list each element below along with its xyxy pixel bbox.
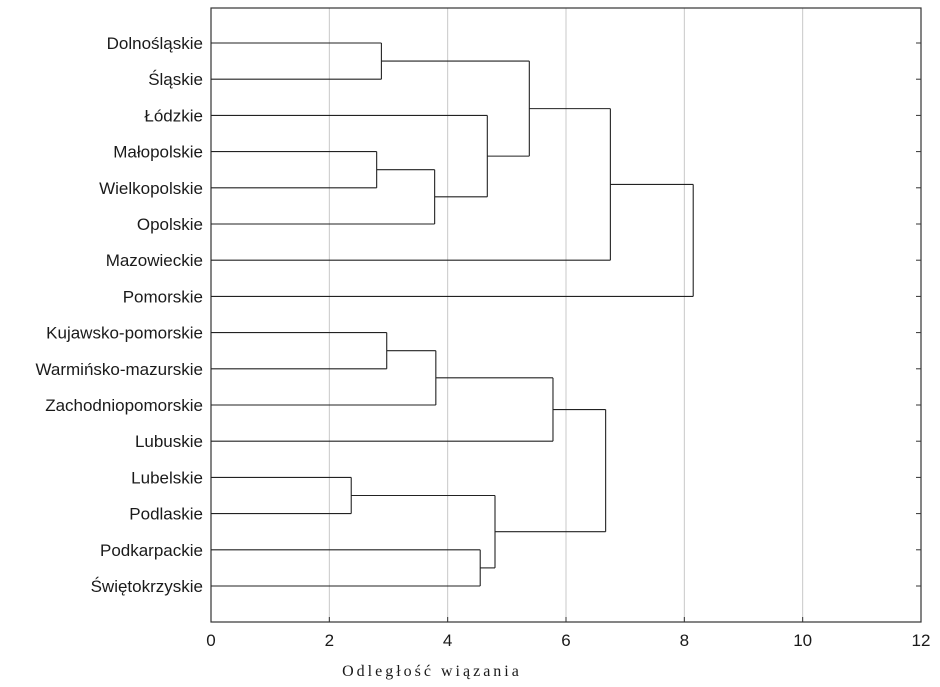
leaf-label-5: Opolskie: [137, 215, 203, 234]
x-tick-label-5: 10: [793, 631, 812, 650]
x-tick-label-4: 8: [680, 631, 689, 650]
leaf-label-7: Pomorskie: [123, 287, 203, 306]
dendrogram-links: [211, 42, 694, 587]
x-tick-label-2: 4: [443, 631, 452, 650]
leaf-label-8: Kujawsko-pomorskie: [46, 324, 203, 343]
leaf-label-0: Dolnośląskie: [107, 34, 203, 53]
dendrogram-link-2: [211, 169, 436, 225]
x-axis-title: Odległość wiązania: [342, 663, 522, 680]
leaf-label-15: Świętokrzyskie: [91, 577, 203, 596]
leaf-label-1: Śląskie: [148, 70, 203, 89]
x-tick-label-3: 6: [561, 631, 570, 650]
x-tick-label-6: 12: [912, 631, 931, 650]
leaf-label-10: Zachodniopomorskie: [45, 396, 203, 415]
dendrogram-link-10: [211, 476, 352, 515]
leaf-label-13: Podlaskie: [129, 505, 203, 524]
dendrogram-link-4: [381, 60, 530, 157]
x-tick-label-0: 0: [206, 631, 215, 650]
leaf-labels: Dolnośląskie Śląskie Łódzkie Małopolskie Wie…: [35, 34, 203, 596]
dendrogram-link-13: [495, 408, 607, 533]
leaf-label-11: Lubuskie: [135, 432, 203, 451]
leaf-label-9: Warmińsko-mazurskie: [35, 360, 203, 379]
dendrogram-link-11: [211, 549, 481, 587]
leaf-label-14: Podkarpackie: [100, 541, 203, 560]
dendrogram-link-6: [211, 183, 694, 297]
leaf-label-12: Lubelskie: [131, 468, 203, 487]
dendrogram-link-9: [211, 377, 554, 442]
grid-lines: [328, 8, 804, 622]
dendrogram-link-7: [211, 332, 388, 370]
dendrogram-link-3: [211, 114, 488, 198]
leaf-label-2: Łódzkie: [144, 106, 203, 125]
leaf-label-6: Mazowieckie: [106, 251, 203, 270]
dendrogram-link-5: [211, 108, 611, 261]
leaf-label-3: Małopolskie: [113, 143, 203, 162]
x-tick-labels: 0 2 4 6 8 10 12: [206, 631, 930, 650]
leaf-label-4: Wielkopolskie: [99, 179, 203, 198]
dendrogram-link-8: [211, 350, 437, 406]
x-tick-label-1: 2: [325, 631, 334, 650]
dendrogram-link-0: [211, 42, 382, 80]
axis-ticks: [210, 42, 922, 622]
dendrogram-link-12: [351, 494, 496, 569]
dendrogram-link-1: [211, 151, 378, 189]
